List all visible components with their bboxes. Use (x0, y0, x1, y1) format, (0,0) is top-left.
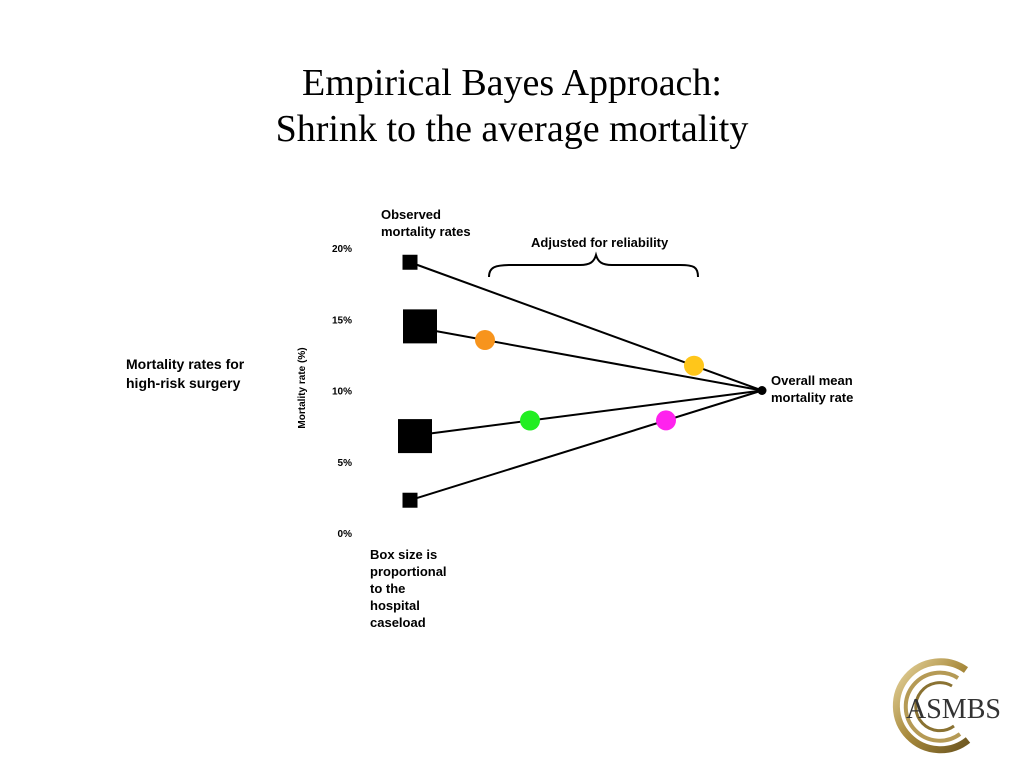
y-tick-label: 10% (332, 387, 352, 398)
overall-mean-point (757, 386, 767, 395)
observed-boxes (398, 254, 437, 508)
mean-label-line-1: Overall mean (771, 373, 853, 388)
adjusted-dots (475, 330, 704, 431)
adjusted-rate-dot (520, 410, 540, 431)
shrinkage-line (409, 389, 763, 438)
y-tick-label: 0% (338, 529, 353, 540)
adjusted-rate-dot (656, 410, 676, 431)
shrinkage-line (409, 389, 763, 502)
note-line-3: to the (370, 581, 406, 596)
y-tick-label: 15% (332, 315, 352, 326)
note-line-5: caseload (370, 615, 426, 630)
overall-mean-label: Overall mean mortality rate (771, 372, 853, 406)
adjusted-brace (488, 251, 699, 278)
observed-rate-box (402, 492, 418, 508)
adjusted-rate-dot (684, 355, 704, 376)
shrinkage-lines (409, 261, 763, 502)
y-axis-ticks: 0% 5% 10% 15% 20% (332, 244, 352, 540)
title-line-2: Shrink to the average mortality (275, 108, 749, 150)
y-axis-title: Mortality rate (%) (297, 347, 308, 428)
title-line-1: Empirical Bayes Approach: (302, 62, 722, 104)
side-label: Mortality rates for high-risk surgery (126, 355, 244, 393)
y-tick-label: 20% (332, 244, 352, 255)
side-label-line-1: Mortality rates for (126, 356, 245, 372)
asmbs-logo: ASMBS (892, 658, 1001, 754)
adjusted-rate-dot (475, 330, 495, 351)
slide-title: Empirical Bayes Approach: Shrink to the … (0, 60, 1024, 152)
y-tick-label: 5% (338, 458, 353, 469)
observed-label-line-2: mortality rates (381, 224, 471, 239)
observed-label: Observed mortality rates (381, 206, 471, 240)
observed-label-line-1: Observed (381, 207, 441, 222)
shrinkage-line (409, 325, 763, 392)
note-line-4: hospital (370, 598, 420, 613)
box-size-note: Box size is proportional to the hospital… (370, 546, 447, 631)
adjusted-label: Adjusted for reliability (531, 235, 669, 250)
shrinkage-line (409, 261, 763, 392)
side-label-line-2: high-risk surgery (126, 375, 241, 391)
observed-rate-box (398, 419, 432, 454)
mean-label-line-2: mortality rate (771, 390, 854, 405)
logo-text: ASMBS (906, 694, 1001, 725)
note-line-1: Box size is (370, 547, 438, 562)
note-line-2: proportional (370, 564, 447, 579)
observed-rate-box (402, 254, 418, 270)
observed-rate-box (403, 309, 437, 344)
